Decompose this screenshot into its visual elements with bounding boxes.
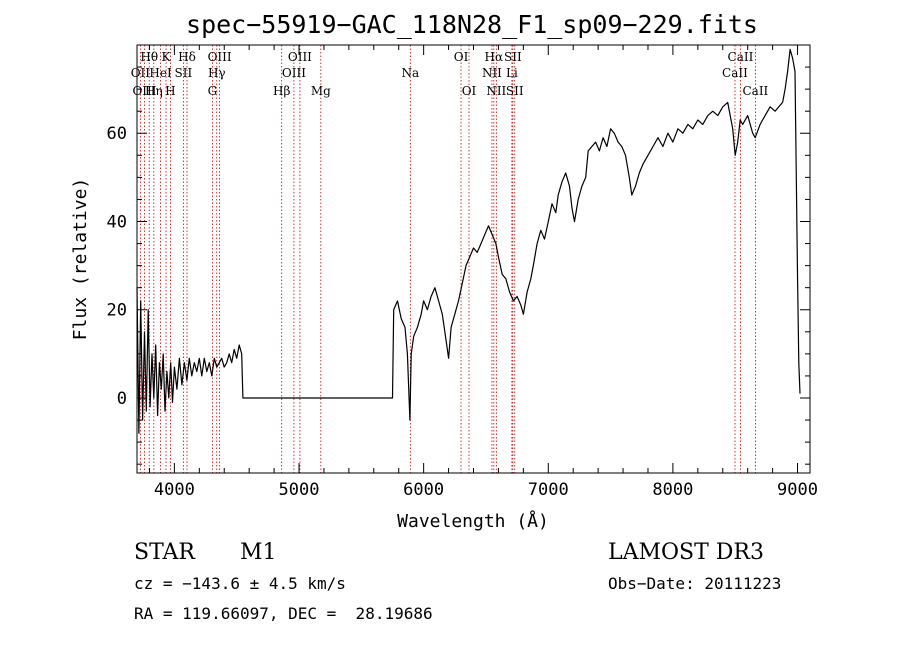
y-axis-label: Flux (relative) [70,178,91,341]
spectral-line-label: CaII [722,66,748,80]
spectral-line-labels: Hθ OII OIII K HeI Hη H Hδ SII OIII Hγ G OIII OIII Hβ Mg… [131,50,769,98]
x-tick-label: 5000 [279,480,320,500]
spectral-line-markers [139,45,756,473]
spectral-line-label: OIII [282,66,306,80]
y-tick-label: 0 [117,389,127,409]
spectral-line-label: Hθ [140,50,158,64]
redshift-cz: cz = −143.6 ± 4.5 km/s [134,574,346,593]
spectral-line-label: OI [462,84,477,98]
spectral-line-label: G [208,84,218,98]
spectrum-line [136,48,801,434]
spectral-line-label: NII [486,84,506,98]
spectral-line-label: H [165,84,175,98]
object-subclass: M1 [240,540,277,565]
spectral-line-label: OIII [132,84,156,98]
spectral-line-label: NII [482,66,502,80]
spectrum-chart: spec−55919−GAC_118N28_F1_sp09−229.fits H… [70,10,818,532]
spectral-line-label: K [162,50,172,64]
spectral-line-label: OIII [208,50,232,64]
spectral-line-label: Hβ [273,84,290,98]
plot-frame [136,44,811,474]
y-tick-label: 40 [107,212,127,232]
x-tick-label: 4000 [154,480,195,500]
x-tick-label: 6000 [403,480,444,500]
spectral-line-label: Hη [145,84,163,98]
spectral-line-label: Hδ [178,50,196,64]
x-tick-label: 9000 [777,480,818,500]
spectral-line-label: OI [454,50,469,64]
chart-title: spec−55919−GAC_118N28_F1_sp09−229.fits [186,10,758,39]
x-axis-label: Wavelength (Å) [397,510,549,532]
spectral-line-label: CaII [728,50,754,64]
spectral-line-label: SII [506,84,524,98]
y-tick-label: 20 [107,301,127,321]
spectral-line-label: Hα [485,50,504,64]
y-tick-label: 60 [107,124,127,144]
spectral-line-label: OII [131,66,151,80]
observation-date: Obs−Date: 20111223 [608,574,782,593]
spectral-line-label: Li [506,66,518,80]
x-tick-label: 8000 [652,480,693,500]
x-tick-label: 7000 [528,480,569,500]
object-class: STAR [134,540,195,565]
axis-ticks: 4000 5000 6000 7000 8000 9000 0 20 40 60 [107,45,818,500]
spectral-line-label: SII [175,66,193,80]
spectral-line-label: Mg [311,84,331,98]
spectral-line-label: HeI [149,66,172,80]
spectral-line-label: OIII [288,50,312,64]
sky-coordinates: RA = 119.66097, DEC = 28.19686 [134,604,433,623]
spectral-line-label: Na [401,66,419,80]
spectral-line-label: SII [504,50,522,64]
survey-name: LAMOST DR3 [608,540,764,565]
spectral-line-label: CaII [742,84,768,98]
spectral-line-label: Hγ [208,66,226,80]
